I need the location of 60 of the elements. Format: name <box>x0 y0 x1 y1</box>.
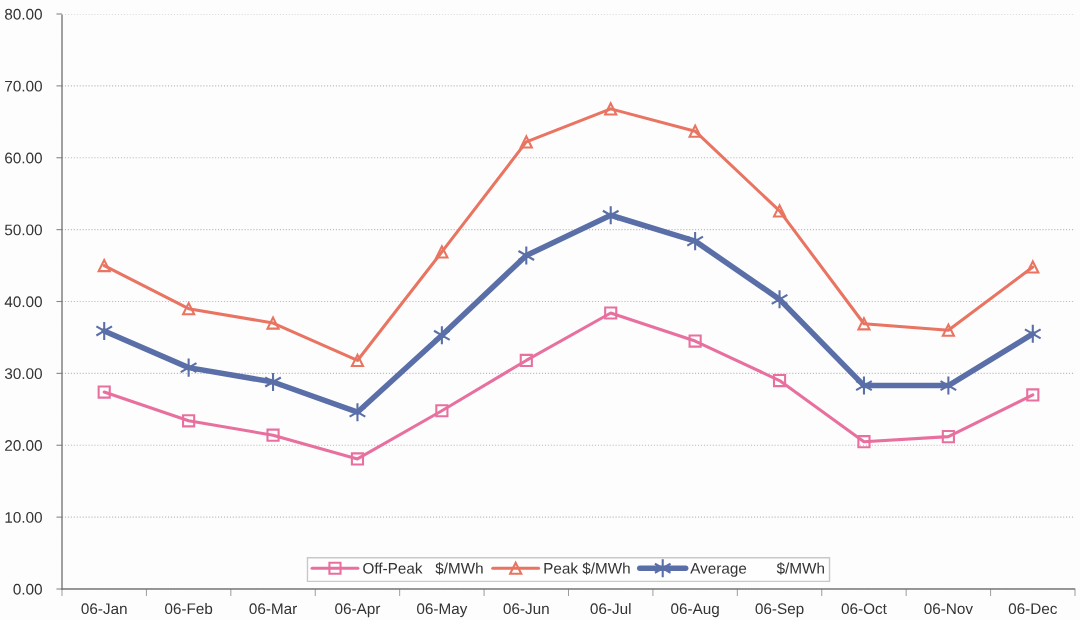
y-tick-label: 70.00 <box>5 80 42 92</box>
point <box>601 205 620 226</box>
point <box>435 404 449 418</box>
point <box>686 231 704 252</box>
point <box>772 373 787 388</box>
y-tick-label: 80.00 <box>4 8 42 20</box>
point <box>97 258 111 273</box>
x-tick-label: 06-Oct <box>841 603 887 615</box>
point <box>939 375 958 396</box>
point <box>857 317 871 331</box>
point <box>855 375 873 396</box>
point <box>348 402 367 423</box>
point <box>857 435 871 449</box>
point <box>435 245 449 259</box>
point <box>1026 260 1040 274</box>
point <box>604 102 618 116</box>
legend-label: Off-Peak $/MWh <box>363 562 483 575</box>
point <box>688 334 702 348</box>
y-tick-label: 20.00 <box>5 440 42 451</box>
x-tick-label: 06-Jun <box>503 603 549 615</box>
point <box>1026 388 1040 402</box>
y-tick-label: 30.00 <box>4 368 42 380</box>
y-tick-label: 0.00 <box>13 583 42 595</box>
x-tick-label: 06-May <box>417 603 468 618</box>
y-tick-label: 50.00 <box>4 224 42 236</box>
point <box>266 316 280 330</box>
point <box>519 135 533 149</box>
point <box>433 325 451 346</box>
y-tick-label: 60.00 <box>5 152 42 164</box>
x-tick-label: 06-Dec <box>1008 603 1058 615</box>
point <box>350 452 365 466</box>
point <box>1023 323 1042 344</box>
legend-label: Peak $/MWh <box>544 562 630 575</box>
x-tick-label: 06-Feb <box>165 602 213 615</box>
legend-label: Average $/MWh <box>690 562 824 577</box>
y-tick-label: 40.00 <box>4 296 42 308</box>
point <box>517 245 536 266</box>
x-tick-label: 06-Jan <box>81 603 127 615</box>
point <box>179 357 198 378</box>
point <box>772 204 787 218</box>
point <box>97 385 111 399</box>
point <box>941 323 955 337</box>
x-tick-label: 06-Mar <box>249 603 297 615</box>
point <box>350 353 365 368</box>
point <box>688 124 702 138</box>
x-tick-label: 06-Nov <box>924 603 973 615</box>
point <box>182 302 196 316</box>
point <box>519 353 533 368</box>
x-tick-label: 06-Jul <box>590 602 631 615</box>
x-tick-label: 06-Aug <box>671 603 719 618</box>
point <box>95 320 114 342</box>
point <box>182 414 196 428</box>
x-tick-label: 06-Sep <box>755 603 804 618</box>
y-tick-label: 10.00 <box>5 511 42 523</box>
point <box>266 428 280 442</box>
point <box>941 430 955 444</box>
point <box>770 289 789 310</box>
x-tick-label: 06-Apr <box>335 603 381 618</box>
point <box>604 306 618 320</box>
point <box>264 371 282 393</box>
